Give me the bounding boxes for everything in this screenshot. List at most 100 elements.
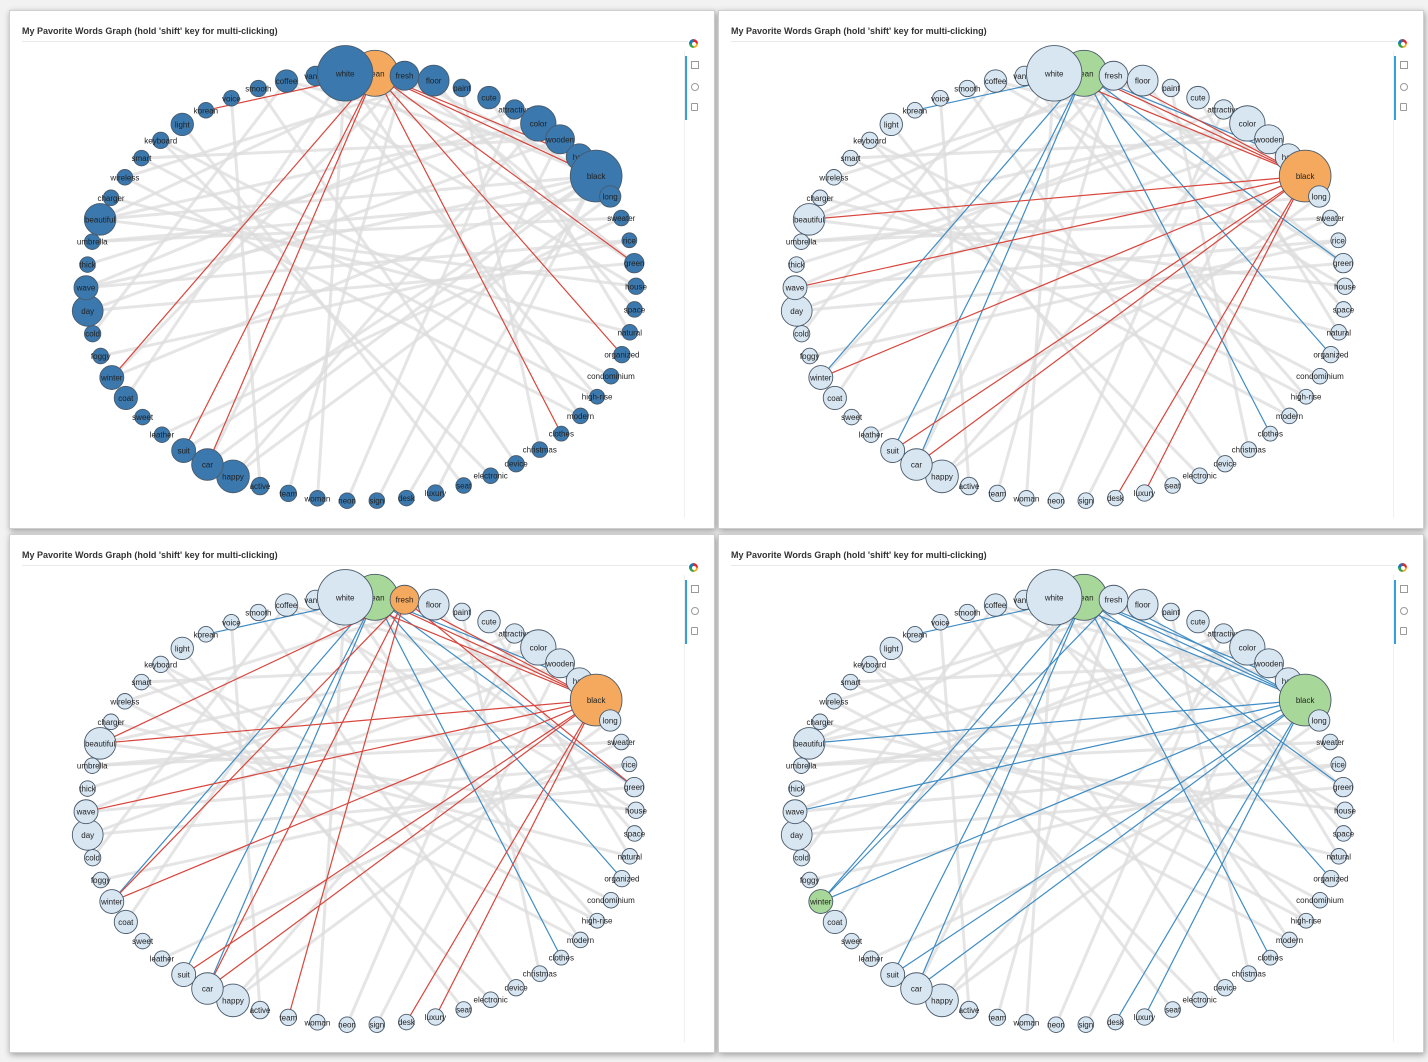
node-wave[interactable]: wave	[782, 799, 808, 825]
node-high-rise[interactable]: high-rise	[582, 912, 613, 929]
node-wireless[interactable]: wireless	[818, 169, 848, 186]
node-wireless[interactable]: wireless	[109, 693, 139, 710]
node-circle[interactable]	[1322, 346, 1340, 364]
node-active[interactable]: active	[250, 476, 271, 496]
node-clothes[interactable]: clothes	[549, 949, 574, 966]
node-wooden[interactable]: wooden	[1254, 124, 1284, 155]
node-wireless[interactable]: wireless	[818, 693, 848, 710]
node-circle[interactable]	[1047, 1016, 1065, 1033]
node-fresh[interactable]: fresh	[1098, 584, 1129, 615]
node-circle[interactable]	[477, 609, 501, 634]
box-select-icon[interactable]	[1400, 585, 1408, 593]
node-christmas[interactable]: christmas	[523, 965, 557, 982]
wheel-zoom-icon[interactable]	[691, 83, 699, 91]
node-active[interactable]: active	[959, 476, 980, 496]
node-electronic[interactable]: electronic	[474, 467, 508, 484]
node-circle[interactable]	[1322, 209, 1339, 227]
node-circle[interactable]	[572, 931, 589, 949]
node-cold[interactable]: cold	[793, 325, 811, 343]
node-wave[interactable]: wave	[782, 275, 808, 301]
node-high-rise[interactable]: high-rise	[1291, 388, 1322, 405]
node-circle[interactable]	[1164, 477, 1181, 494]
node-electronic[interactable]: electronic	[1183, 991, 1217, 1008]
node-cold[interactable]: cold	[84, 849, 102, 867]
node-neon[interactable]: neon	[1047, 1016, 1065, 1033]
hover-icon[interactable]	[691, 103, 698, 111]
node-clothes[interactable]: clothes	[1258, 949, 1283, 966]
node-circle[interactable]	[279, 1008, 297, 1027]
node-circle[interactable]	[1262, 949, 1279, 966]
node-circle[interactable]	[482, 991, 499, 1008]
node-seat[interactable]: seat	[1164, 1001, 1181, 1018]
node-circle[interactable]	[959, 1000, 979, 1020]
node-circle[interactable]	[932, 90, 949, 107]
node-circle[interactable]	[811, 189, 829, 207]
node-circle[interactable]	[531, 441, 548, 458]
node-circle[interactable]	[1298, 388, 1314, 405]
node-active[interactable]: active	[250, 1000, 271, 1020]
node-circle[interactable]	[627, 277, 645, 295]
node-car[interactable]: car	[900, 448, 933, 481]
node-team[interactable]: team	[988, 484, 1007, 503]
node-circle[interactable]	[1018, 1014, 1035, 1031]
node-circle[interactable]	[223, 614, 240, 631]
node-circle[interactable]	[309, 490, 326, 507]
node-device[interactable]: device	[1214, 455, 1238, 473]
node-circle[interactable]	[452, 602, 472, 622]
node-smooth[interactable]: smooth	[954, 79, 980, 98]
node-circle[interactable]	[338, 492, 356, 509]
node-luxury[interactable]: luxury	[425, 484, 446, 502]
node-rice[interactable]: rice	[1330, 756, 1347, 773]
node-suit[interactable]: suit	[880, 438, 906, 463]
node-light[interactable]: light	[170, 636, 194, 661]
node-circle[interactable]	[191, 448, 224, 481]
node-circle[interactable]	[1018, 490, 1035, 507]
node-circle[interactable]	[1240, 441, 1257, 458]
node-keyboard[interactable]: keyboard	[144, 655, 177, 673]
node-sign[interactable]: sign	[1077, 492, 1095, 509]
node-circle[interactable]	[398, 489, 415, 507]
node-circle[interactable]	[455, 477, 472, 494]
node-circle[interactable]	[958, 603, 976, 622]
node-christmas[interactable]: christmas	[523, 441, 557, 458]
node-house[interactable]: house	[625, 801, 647, 819]
node-seat[interactable]: seat	[1164, 477, 1181, 494]
node-cute[interactable]: cute	[477, 609, 501, 634]
node-circle[interactable]	[134, 408, 151, 426]
node-device[interactable]: device	[505, 455, 529, 473]
node-circle[interactable]	[843, 932, 860, 950]
node-leather[interactable]: leather	[859, 950, 884, 967]
node-voice[interactable]: voice	[222, 614, 241, 631]
node-organized[interactable]: organized	[604, 870, 639, 888]
node-circle[interactable]	[906, 102, 924, 119]
node-coffee[interactable]: coffee	[274, 69, 299, 93]
node-circle[interactable]	[825, 693, 843, 710]
node-day[interactable]: day	[780, 295, 813, 327]
node-circle[interactable]	[249, 79, 267, 98]
node-circle[interactable]	[808, 889, 834, 914]
node-sign[interactable]: sign	[1077, 1016, 1095, 1033]
node-wooden[interactable]: wooden	[1254, 648, 1284, 679]
node-sweet[interactable]: sweet	[841, 408, 863, 426]
node-charger[interactable]: charger	[97, 713, 125, 731]
node-circle[interactable]	[398, 1013, 415, 1031]
node-smart[interactable]: smart	[132, 149, 153, 167]
node-circle[interactable]	[455, 1001, 472, 1018]
node-long[interactable]: long	[1308, 709, 1331, 732]
node-circle[interactable]	[250, 1000, 270, 1020]
node-circle[interactable]	[613, 870, 631, 888]
node-circle[interactable]	[621, 756, 638, 773]
node-circle[interactable]	[92, 347, 109, 365]
node-cold[interactable]: cold	[84, 325, 102, 343]
node-coat[interactable]: coat	[113, 909, 138, 934]
node-circle[interactable]	[153, 950, 171, 967]
node-circle[interactable]	[621, 848, 639, 865]
node-cold[interactable]: cold	[793, 849, 811, 867]
node-seat[interactable]: seat	[455, 1001, 472, 1018]
node-coat[interactable]: coat	[822, 385, 847, 410]
node-device[interactable]: device	[1214, 979, 1238, 997]
node-luxury[interactable]: luxury	[1134, 484, 1155, 502]
node-wireless[interactable]: wireless	[109, 169, 139, 186]
node-modern[interactable]: modern	[1276, 407, 1303, 425]
